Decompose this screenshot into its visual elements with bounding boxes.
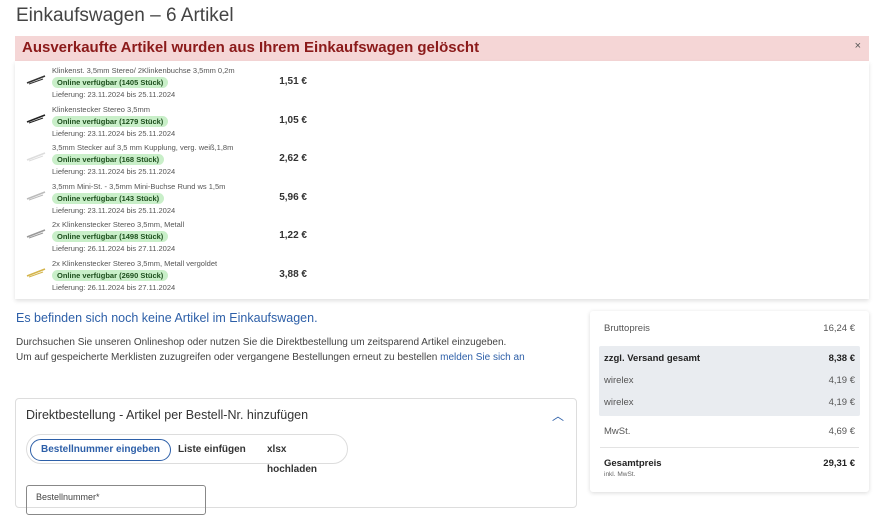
login-link[interactable]: melden Sie sich an	[440, 352, 525, 363]
vat-value: 4,69 €	[828, 426, 855, 437]
list-item: Klinkenst. 3,5mm Stereo/ 2Klinkenbuchse …	[15, 61, 869, 100]
vat-row: MwSt. 4,69 €	[604, 426, 855, 437]
item-price: 1,05 €	[279, 114, 307, 126]
thumb-line	[26, 113, 46, 123]
delivery-date: Lieferung: 26.11.2024 bis 27.11.2024	[52, 282, 176, 292]
thumb-line	[28, 117, 44, 123]
alert-text: Ausverkaufte Artikel wurden aus Ihrem Ei…	[22, 39, 480, 56]
delivery-date: Lieferung: 23.11.2024 bis 25.11.2024	[52, 205, 176, 215]
item-name[interactable]: 2x Klinkenstecker Stereo 3,5mm, Metall	[52, 220, 185, 229]
thumb-line	[28, 78, 44, 85]
total-row: Gesamtpreis 29,31 €	[604, 458, 855, 469]
shipping-vendor-row: wirelex 4,19 €	[604, 397, 855, 408]
gross-value: 16,24 €	[823, 323, 855, 334]
page-title: Einkaufswagen – 6 Artikel	[16, 5, 234, 26]
list-item: 2x Klinkenstecker Stereo 3,5mm, Metall O…	[15, 215, 869, 254]
direct-order-panel: Direktbestellung - Artikel per Bestell-N…	[15, 398, 577, 515]
item-name[interactable]: 2x Klinkenstecker Stereo 3,5mm, Metall v…	[52, 258, 218, 268]
thumb-line	[26, 152, 46, 161]
item-name[interactable]: 3,5mm Stecker auf 3,5 mm Kupplung, verg.…	[52, 143, 234, 152]
tab-order-number[interactable]: Bestellnummer eingeben	[30, 439, 171, 461]
shipping-value: 8,38 €	[828, 353, 855, 364]
gross-row: Bruttopreis 16,24 €	[604, 323, 855, 334]
thumb-line	[26, 190, 46, 200]
stock-badge: Online verfügbar (1405 Stück)	[52, 77, 169, 88]
chevron-up-icon[interactable]: ︿	[551, 409, 564, 423]
item-price: 2,62 €	[279, 153, 307, 164]
shipping-vendor-row: wirelex 4,19 €	[604, 375, 855, 386]
order-number-label: Bestellnummer*	[36, 492, 100, 502]
thumb-line	[28, 155, 44, 162]
empty-cart-message: Es befinden sich noch keine Artikel im E…	[16, 311, 318, 325]
tab-upload-xlsx[interactable]: xlsx hochladen	[267, 444, 318, 475]
thumb-line	[28, 232, 44, 239]
stock-badge: Online verfügbar (143 Stück)	[52, 192, 165, 204]
product-thumbnail	[26, 267, 46, 277]
tab-paste-list[interactable]: Liste einfügen	[178, 444, 246, 455]
total-note: inkl. MwSt.	[604, 471, 636, 478]
product-thumbnail	[26, 190, 46, 200]
gross-label: Bruttopreis	[604, 323, 650, 334]
thumb-line	[26, 267, 46, 277]
stock-badge: Online verfügbar (168 Stück)	[52, 154, 165, 165]
info-text-2: Um auf gespeicherte Merklisten zuzugreif…	[16, 352, 441, 363]
delivery-date: Lieferung: 23.11.2024 bis 25.11.2024	[52, 167, 176, 176]
order-summary: Bruttopreis 16,24 € zzgl. Versand gesamt 8…	[590, 311, 869, 492]
list-item: 3,5mm Mini-St. - 3,5mm Mini-Buchse Rund …	[15, 177, 869, 216]
divider	[600, 447, 859, 448]
vendor-value: 4,19 €	[828, 397, 855, 408]
thumb-line	[28, 194, 44, 200]
shipping-row: zzgl. Versand gesamt 8,38 €	[604, 353, 855, 364]
stock-badge: Online verfügbar (2690 Stück)	[52, 269, 169, 281]
delivery-date: Lieferung: 26.11.2024 bis 27.11.2024	[52, 244, 176, 253]
total-value: 29,31 €	[823, 458, 855, 469]
order-number-input[interactable]: Bestellnummer*	[26, 485, 206, 515]
list-item: Klinkenstecker Stereo 3,5mm Online verfü…	[15, 100, 869, 139]
stock-badge: Online verfügbar (1279 Stück)	[52, 115, 169, 127]
vendor-label: wirelex	[604, 397, 634, 408]
thumb-line	[26, 75, 46, 84]
product-thumbnail	[26, 229, 46, 239]
info-text: Durchsuchen Sie unseren Onlineshop oder …	[16, 337, 507, 348]
product-thumbnail	[26, 113, 46, 123]
product-thumbnail	[26, 152, 46, 162]
list-item: 2x Klinkenstecker Stereo 3,5mm, Metall v…	[15, 254, 869, 293]
item-price: 1,51 €	[279, 76, 307, 87]
direct-order-tabs: Bestellnummer eingeben Liste einfügen xl…	[26, 434, 348, 475]
thumb-line	[28, 271, 44, 277]
item-name[interactable]: 3,5mm Mini-St. - 3,5mm Mini-Buchse Rund …	[52, 181, 226, 191]
delivery-date: Lieferung: 23.11.2024 bis 25.11.2024	[52, 90, 176, 99]
vat-label: MwSt.	[604, 426, 631, 437]
item-price: 1,22 €	[279, 230, 307, 241]
list-item: 3,5mm Stecker auf 3,5 mm Kupplung, verg.…	[15, 138, 869, 177]
close-icon[interactable]: ×	[854, 40, 861, 52]
vendor-label: wirelex	[604, 375, 634, 386]
item-price: 5,96 €	[279, 191, 307, 203]
total-label: Gesamtpreis	[604, 458, 662, 469]
product-thumbnail	[26, 75, 46, 85]
item-name[interactable]: Klinkenstecker Stereo 3,5mm	[52, 104, 150, 114]
alert-banner: Ausverkaufte Artikel wurden aus Ihrem Ei…	[15, 36, 869, 61]
stock-badge: Online verfügbar (1498 Stück)	[52, 231, 169, 242]
shipping-label: zzgl. Versand gesamt	[604, 353, 701, 364]
vendor-value: 4,19 €	[828, 375, 855, 386]
info-text-login: Um auf gespeicherte Merklisten zuzugreif…	[16, 352, 525, 363]
shipping-box	[599, 346, 860, 416]
removed-items-list: for(let i=0;i<6;i++){document.write(`<di…	[15, 61, 869, 299]
direct-order-title[interactable]: Direktbestellung - Artikel per Bestell-N…	[26, 408, 309, 422]
item-price: 3,88 €	[279, 268, 307, 280]
delivery-date: Lieferung: 23.11.2024 bis 25.11.2024	[52, 128, 176, 138]
thumb-line	[26, 229, 46, 238]
item-name[interactable]: Klinkenst. 3,5mm Stereo/ 2Klinkenbuchse …	[52, 66, 235, 75]
